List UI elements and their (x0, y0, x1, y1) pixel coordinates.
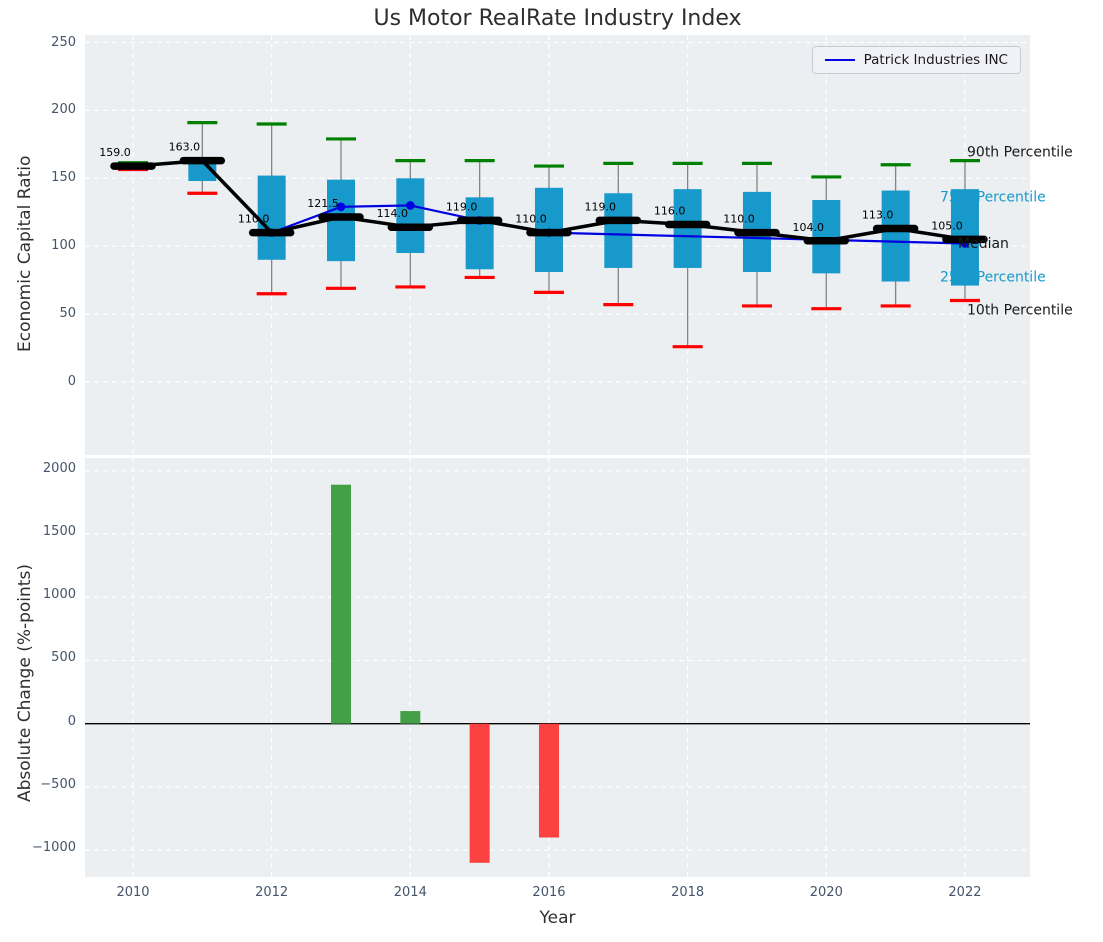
median-value-label-2015: 119.0 (446, 200, 478, 213)
bottom-ytick-1500: 1500 (28, 523, 76, 540)
median-value-label-2013: 121.5 (307, 197, 339, 210)
median-value-label-2014: 114.0 (377, 207, 409, 220)
top-ytick-150: 150 (28, 169, 76, 186)
bottom-ytick-−1000: −1000 (28, 839, 76, 856)
median-value-label-2018: 116.0 (654, 204, 686, 217)
bottom-ytick-1000: 1000 (28, 586, 76, 603)
change-bar-2016 (539, 724, 559, 838)
percentile-label-90th: 90th Percentile (967, 144, 1073, 160)
change-bar-2014 (400, 711, 420, 724)
absolute-change-bar-chart (85, 458, 1030, 877)
bottom-ytick-−500: −500 (28, 776, 76, 793)
top-ytick-200: 200 (28, 101, 76, 118)
median-value-label-2012: 110.0 (238, 213, 270, 226)
xtick-2022: 2022 (940, 884, 990, 901)
xlabel-year: Year (85, 908, 1030, 928)
median-value-label-2021: 113.0 (862, 209, 894, 222)
percentile-label-median: Median (958, 236, 1009, 252)
median-value-label-2011: 163.0 (169, 141, 201, 154)
figure: Us Motor RealRate Industry Index 75th Pe… (0, 0, 1103, 942)
top-axes: 75th Percentile25th Percentile159.0163.0… (85, 35, 1030, 455)
median-value-label-2019: 110.0 (723, 213, 755, 226)
top-ytick-50: 50 (28, 305, 76, 322)
percentile-label-10th: 10th Percentile (967, 303, 1073, 319)
xtick-2014: 2014 (385, 884, 435, 901)
bottom-ytick-0: 0 (28, 713, 76, 730)
legend: Patrick Industries INC (812, 46, 1021, 74)
median-value-label-2022: 105.0 (931, 219, 963, 232)
top-ytick-100: 100 (28, 237, 76, 254)
change-bar-2013 (331, 485, 351, 724)
top-ytick-0: 0 (28, 373, 76, 390)
median-value-label-2016: 110.0 (515, 213, 547, 226)
bottom-ytick-2000: 2000 (28, 460, 76, 477)
median-value-label-2017: 119.0 (585, 200, 617, 213)
xtick-2010: 2010 (108, 884, 158, 901)
box-percentile-chart: 75th Percentile25th Percentile159.0163.0… (85, 35, 1030, 455)
xtick-2020: 2020 (801, 884, 851, 901)
change-bar-2015 (470, 724, 490, 863)
xtick-2018: 2018 (663, 884, 713, 901)
median-value-label-2010: 159.0 (99, 146, 131, 159)
legend-label: Patrick Industries INC (864, 52, 1008, 68)
top-ytick-250: 250 (28, 34, 76, 51)
xtick-2012: 2012 (247, 884, 297, 901)
iqr-box-2021 (882, 191, 910, 282)
bottom-axes (85, 456, 1030, 877)
iqr-box-2020 (812, 200, 840, 273)
iqr-box-2018 (674, 189, 702, 268)
median-value-label-2020: 104.0 (793, 221, 825, 234)
legend-line-swatch (825, 59, 855, 61)
xtick-2016: 2016 (524, 884, 574, 901)
chart-title: Us Motor RealRate Industry Index (85, 6, 1030, 31)
bottom-ytick-500: 500 (28, 649, 76, 666)
